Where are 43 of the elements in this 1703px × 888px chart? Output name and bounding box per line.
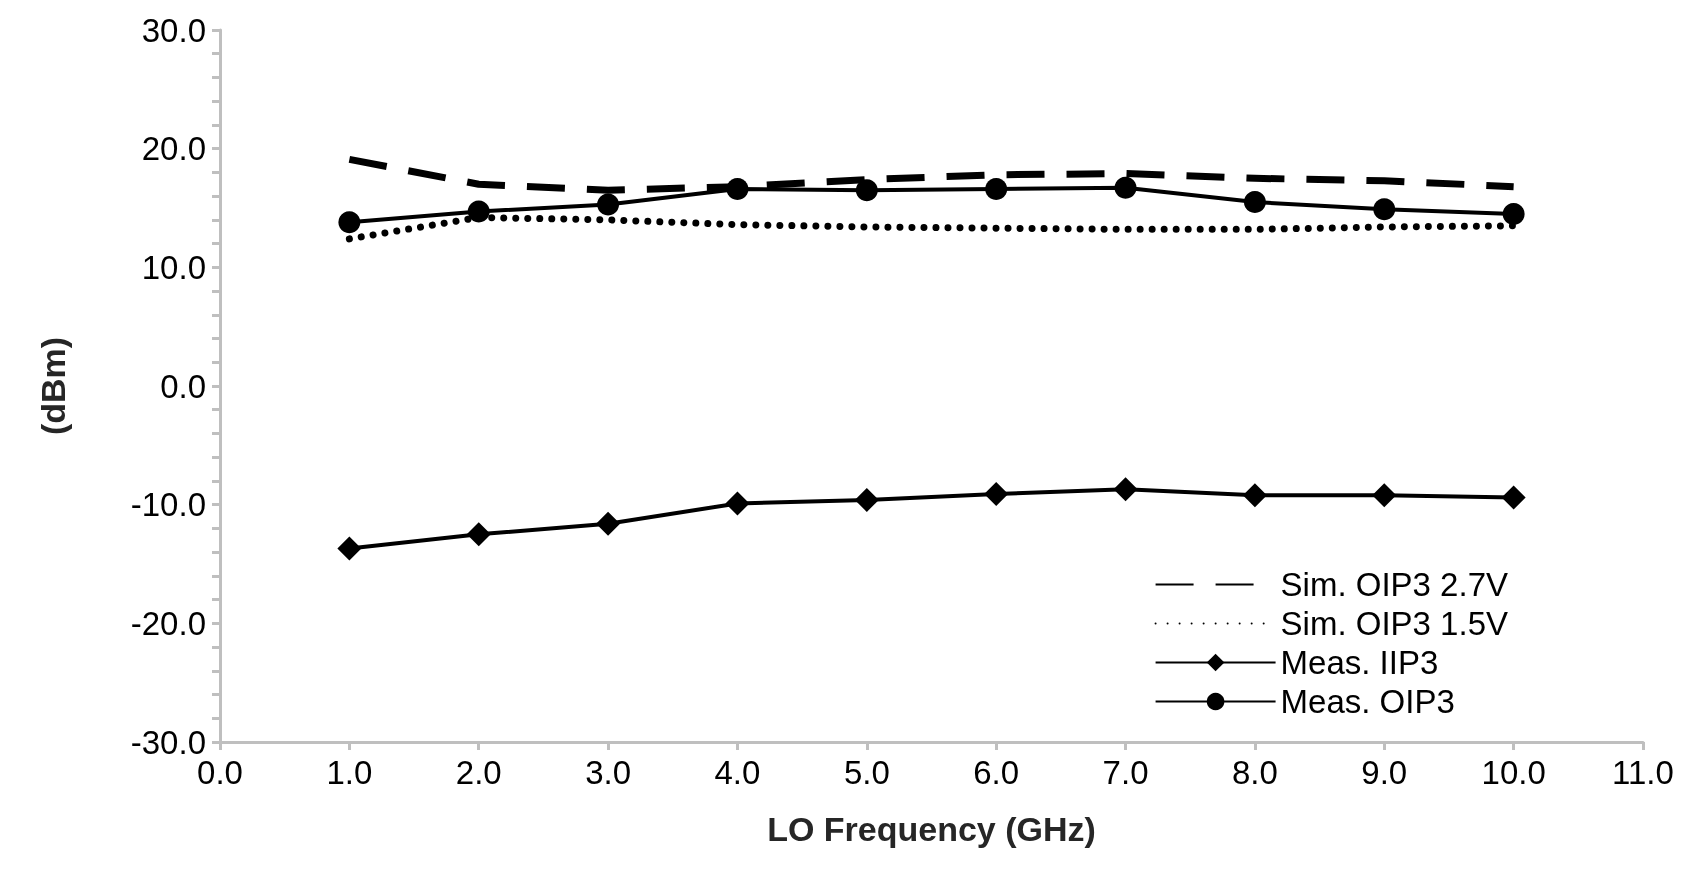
point [1242,483,1267,508]
point [1372,483,1397,508]
point [1114,176,1137,199]
x-tick-label: 2.0 [455,754,502,791]
x-tick-label: 11.0 [1612,754,1674,791]
x-tick-label: 10.0 [1481,754,1546,791]
y-tick-label: -20.0 [130,604,206,642]
y-tick-label: 10.0 [141,248,206,286]
point [985,178,1008,201]
y-tick-label: 0.0 [160,367,206,405]
y-tick-label: 30.0 [141,11,206,49]
point [466,522,491,547]
x-tick-label: 9.0 [1361,754,1408,791]
y-tick-label: -10.0 [130,486,206,524]
legend-label: Meas. OIP3 [1280,683,1455,720]
x-tick-label: 1.0 [326,754,373,791]
point [337,536,362,561]
point [596,511,621,536]
x-axis-title: LO Frequency (GHz) [767,810,1096,848]
legend-label: Sim. OIP3 2.7V [1280,566,1509,603]
point [338,211,361,234]
point [984,481,1009,506]
point [855,179,878,202]
point [1113,477,1138,502]
point [1501,485,1526,510]
point [597,193,620,216]
point [854,487,879,512]
x-tick-label: 6.0 [973,754,1020,791]
point [1502,202,1525,225]
y-tick-label: 20.0 [141,130,206,168]
legend-label: Meas. IIP3 [1280,644,1439,681]
x-tick-label: 7.0 [1102,754,1149,791]
point [1373,198,1396,221]
point [467,200,490,223]
x-tick-label: 4.0 [714,754,761,791]
point [725,491,750,516]
point [726,178,749,201]
x-tick-label: 8.0 [1231,754,1278,791]
x-tick-label: 5.0 [843,754,890,791]
y-axis-title: (dBm) [34,336,72,436]
x-tick-label: 3.0 [585,754,632,791]
legend-label: Sim. OIP3 1.5V [1280,605,1509,642]
point [1243,191,1266,214]
